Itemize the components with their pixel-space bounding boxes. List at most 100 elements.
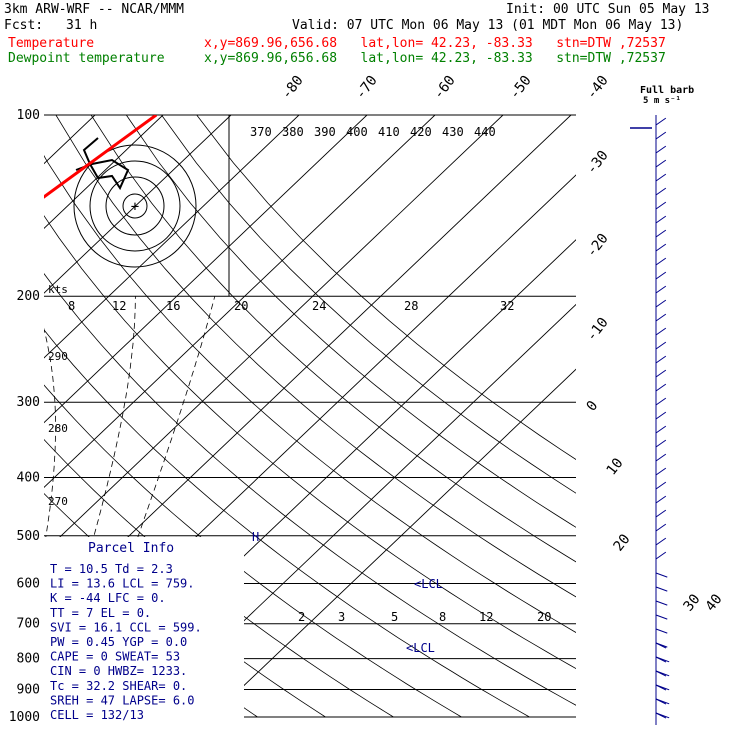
isotherm-line (44, 115, 300, 359)
wind-barb (655, 698, 667, 705)
wind-barb (655, 271, 667, 280)
parcel-info-row: K = -44 LFC = 0. (50, 591, 166, 605)
isotherm-label: -60 (431, 73, 459, 103)
hodograph-speed-label: 8 (68, 299, 75, 313)
mixing-ratio-label: 2 (298, 610, 305, 624)
parcel-info-row: T = 10.5 Td = 2.3 (50, 562, 173, 576)
dry-adiabat-line (125, 115, 576, 528)
lcl-annotation: <LCL (414, 577, 443, 591)
isotherm-label: 40 (703, 591, 726, 614)
pressure-label: 400 (17, 470, 40, 485)
hodograph-speed-label: 12 (112, 299, 126, 313)
wind-barb (655, 537, 667, 546)
dry-adiabat-line (44, 215, 576, 670)
wind-barb (655, 411, 667, 420)
lcl-annotation: <LCL (406, 641, 435, 655)
wind-barb (655, 229, 667, 238)
wind-barb (655, 355, 667, 364)
wind-barb (655, 327, 667, 336)
parcel-info-row: Tc = 32.2 SHEAR= 0. (50, 679, 187, 693)
parcel-info-row: SVI = 16.1 CCL = 599. (50, 620, 202, 634)
mixing-ratio-label: 5 (391, 610, 398, 624)
theta-label: 270 (48, 495, 68, 508)
hodograph-units: kts (48, 283, 68, 296)
wind-barb (655, 453, 667, 462)
pressure-label: 900 (17, 682, 40, 697)
fcst-label: Fcst: (4, 18, 44, 33)
wind-barb (655, 383, 667, 392)
wind-barb (655, 495, 667, 504)
wind-barb (655, 131, 667, 140)
wind-barb (655, 397, 667, 406)
wind-barb (655, 572, 668, 578)
dewpoint-label: Dewpoint temperature (8, 51, 165, 66)
wind-barb (655, 614, 668, 620)
wind-barb (655, 670, 667, 677)
wind-barb (655, 117, 667, 126)
pressure-label: 600 (17, 576, 40, 591)
wind-barb (655, 215, 667, 224)
theta-label: 420 (410, 125, 432, 139)
parcel-info-row: PW = 0.45 YGP = 0.0 (50, 635, 187, 649)
theta-label: 440 (474, 125, 496, 139)
isotherm-line (44, 115, 164, 229)
wind-barb (655, 425, 667, 434)
parcel-info-row: SREH = 47 LAPSE= 6.0 (50, 693, 195, 707)
mixing-ratio-label: 3 (338, 610, 345, 624)
theta-label: 390 (314, 125, 336, 139)
theta-label: 380 (282, 125, 304, 139)
wind-barb (655, 586, 668, 592)
hodograph-ring (89, 160, 181, 252)
dry-adiabat-line (90, 115, 576, 563)
parcel-info-title: Parcel Info (88, 541, 174, 556)
dry-adiabat-line (196, 115, 576, 460)
hodograph-speed-label: 28 (404, 299, 418, 313)
hodograph-ring (122, 193, 148, 219)
wind-barb (655, 439, 667, 448)
hodograph-speed-label: 20 (234, 299, 248, 313)
valid-time: Valid: 07 UTC Mon 06 May 13 (01 MDT Mon … (292, 18, 684, 33)
isotherm-line (44, 115, 232, 294)
hodograph-speed-label: 16 (166, 299, 180, 313)
theta-label: 430 (442, 125, 464, 139)
wind-barb (655, 341, 667, 350)
theta-label: 280 (48, 422, 68, 435)
wind-barb (655, 299, 667, 308)
hodograph-center-mark: + (131, 199, 139, 215)
isotherm-label: 30 (681, 591, 704, 614)
wind-barb (655, 551, 667, 560)
isotherm-line (44, 115, 504, 553)
wind-barb (655, 467, 667, 476)
wind-barb (655, 712, 667, 719)
init-time: Init: 00 UTC Sun 05 May 13 (506, 2, 710, 17)
dewpoint-info: x,y=869.96,656.68 lat,lon= 42.23, -83.33… (204, 51, 666, 66)
isotherm-label: -20 (584, 231, 612, 261)
pressure-label: 700 (17, 617, 40, 632)
pressure-label: 300 (17, 395, 40, 410)
theta-label: 410 (378, 125, 400, 139)
wind-barb (655, 600, 668, 606)
wind-barb (655, 145, 667, 154)
dry-adiabat-line (55, 115, 576, 598)
barb-title: Full barb (640, 85, 694, 96)
isotherm-line (210, 368, 576, 718)
dry-adiabat-line (44, 329, 530, 718)
dry-adiabat-line (44, 155, 576, 633)
isotherm-line (44, 115, 368, 424)
barb-units: 5 m s⁻¹ (643, 96, 681, 106)
pressure-label: 1000 (9, 710, 40, 725)
pressure-label: 500 (17, 529, 40, 544)
wind-barb (655, 509, 667, 518)
wind-barb (655, 313, 667, 322)
wind-barb (655, 628, 668, 634)
isotherm-label: -40 (584, 73, 612, 103)
wind-barb (655, 656, 667, 663)
fcst-value: 31 h (66, 18, 98, 33)
pressure-label: 800 (17, 652, 40, 667)
wind-barb (655, 369, 667, 378)
temperature-label: Temperature (8, 36, 95, 51)
wind-barb (655, 159, 667, 168)
mixing-ratio-line (0, 583, 3, 717)
theta-label: 370 (250, 125, 272, 139)
